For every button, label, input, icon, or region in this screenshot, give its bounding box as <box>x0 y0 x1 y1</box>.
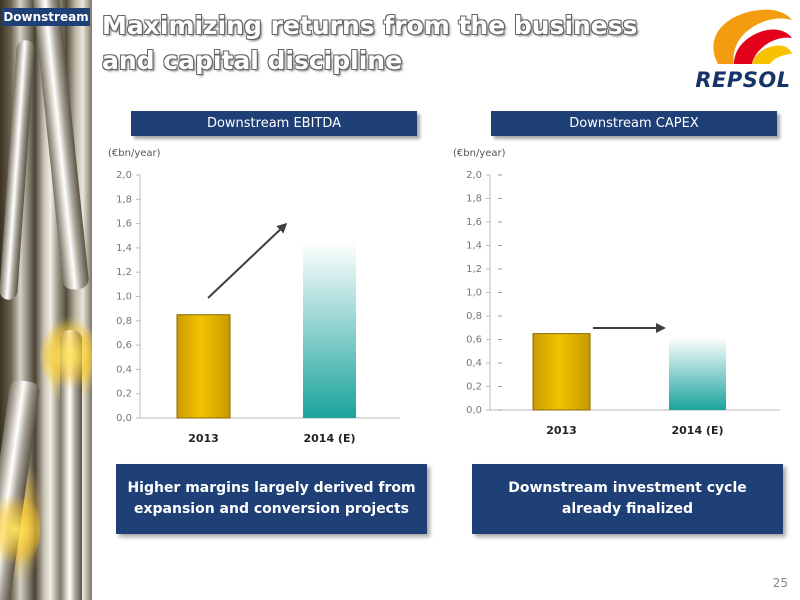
y-tick-label: 2,0 <box>116 170 132 181</box>
y-tick-label: 0,4 <box>116 364 132 375</box>
y-tick-label: 0,0 <box>116 413 132 424</box>
ebitda-caption: Higher margins largely derived from expa… <box>116 464 427 534</box>
y-tick-label: 1,8 <box>116 194 132 205</box>
y-tick-label: 1,0 <box>116 292 132 303</box>
logo-wordmark: REPSOL <box>695 68 791 92</box>
y-tick-label: 0,2 <box>116 389 132 400</box>
y-tick-label: 1,8 <box>466 194 482 205</box>
bar-2013 <box>176 314 231 419</box>
capex-header: Downstream CAPEX <box>491 111 777 136</box>
y-tick-label: 0,8 <box>116 316 132 327</box>
repsol-logo: REPSOL <box>688 2 798 94</box>
capex-chart: 0,0 0,2 0,4 0,6 0,8 1,0 1,2 1,4 1,6 1,8 2,0 2013 201… <box>466 170 780 437</box>
page-number: 25 <box>772 576 788 590</box>
y-tick-label: 1,6 <box>466 217 482 228</box>
y-tick-label: 0,2 <box>466 382 482 393</box>
x-category-label: 2014 (E) <box>303 432 355 445</box>
y-tick-label: 2,0 <box>466 170 482 181</box>
y-tick-label: 1,6 <box>116 219 132 230</box>
y-tick-label: 0,4 <box>466 358 482 369</box>
ebitda-chart: 0,0 0,2 0,4 0,6 0,8 1,0 1,2 1,4 1,6 1,8 2,0 2013 201… <box>116 170 400 445</box>
bar-2014-E <box>669 337 726 410</box>
trend-arrow <box>207 222 288 299</box>
y-tick-label: 1,4 <box>116 243 132 254</box>
ebitda-header: Downstream EBITDA <box>131 111 417 136</box>
capex-caption: Downstream investment cycle already fina… <box>472 464 783 534</box>
repsol-flame-icon <box>713 9 792 64</box>
bar-2014-E <box>303 241 356 418</box>
capex-unit: (€bn/year) <box>453 148 506 159</box>
y-tick-label: 1,0 <box>466 288 482 299</box>
ebitda-unit: (€bn/year) <box>108 148 161 159</box>
x-category-label: 2013 <box>546 424 577 437</box>
x-category-label: 2013 <box>188 432 219 445</box>
bar-2013 <box>532 333 591 411</box>
y-tick-label: 0,6 <box>116 340 132 351</box>
y-tick-label: 1,4 <box>466 241 482 252</box>
y-tick-label: 1,2 <box>466 264 482 275</box>
y-tick-label: 0,6 <box>466 335 482 346</box>
y-tick-label: 1,2 <box>116 267 132 278</box>
page-title: Maximizing returns from the business and… <box>102 11 638 75</box>
y-tick-label: 0,0 <box>466 405 482 416</box>
y-tick-label: 0,8 <box>466 311 482 322</box>
section-tag: Downstream <box>2 8 90 26</box>
x-category-label: 2014 (E) <box>671 424 723 437</box>
refinery-photo <box>0 0 92 600</box>
